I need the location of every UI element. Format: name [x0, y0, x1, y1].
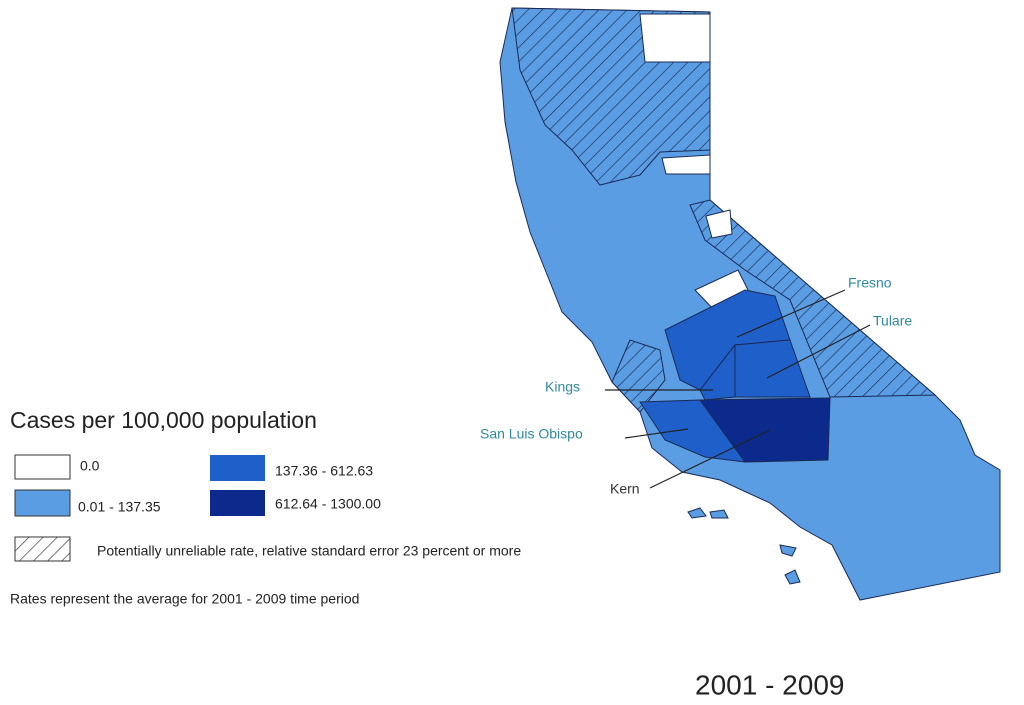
- legend-swatch: [210, 490, 265, 516]
- period-label: 2001 - 2009: [695, 669, 844, 700]
- county-label: Kern: [610, 481, 640, 497]
- leader-line: [766, 324, 871, 379]
- note: Rates represent the average for 2001 - 2…: [10, 591, 359, 607]
- hatched-sierra: [689, 199, 937, 398]
- california-map: [499, 7, 1001, 601]
- county-white: [639, 13, 711, 63]
- county-label: Tulare: [873, 313, 912, 329]
- leader-line: [649, 429, 771, 489]
- legend-swatch: [14, 489, 71, 517]
- legend-label: 0.0: [80, 458, 100, 474]
- county-kings: [699, 343, 736, 401]
- legend-label: 0.01 - 137.35: [78, 499, 161, 515]
- hatched-coast: [611, 339, 666, 413]
- county-white: [694, 269, 749, 313]
- legend-label: 137.36 - 612.63: [275, 463, 373, 479]
- leader-line: [624, 428, 689, 439]
- legend-title: Cases per 100,000 population: [10, 407, 317, 433]
- county-kern: [699, 397, 831, 463]
- legend-hatch-swatch: [14, 536, 71, 562]
- legend: Cases per 100,000 population 0.0 0.01 - …: [10, 407, 521, 607]
- legend-swatch: [14, 454, 71, 480]
- county-label: San Luis Obispo: [480, 426, 583, 442]
- county-label: Fresno: [848, 275, 892, 291]
- county-white: [661, 154, 711, 175]
- legend-hatch-label: Potentially unreliable rate, relative st…: [97, 543, 521, 559]
- county-labels: Fresno Tulare Kings San Luis Obispo Kern: [480, 275, 912, 497]
- islands: [687, 507, 801, 585]
- leader-line: [736, 289, 846, 338]
- county-white: [705, 209, 733, 239]
- county-label: Kings: [545, 379, 580, 395]
- legend-swatch: [210, 455, 265, 481]
- legend-label: 612.64 - 1300.00: [275, 496, 381, 512]
